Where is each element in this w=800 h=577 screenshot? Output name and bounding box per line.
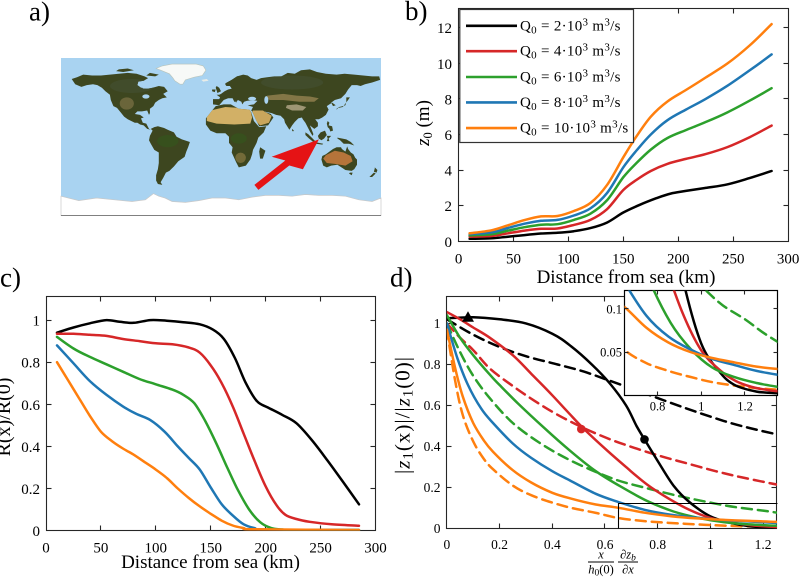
svg-text:0.6: 0.6	[21, 398, 40, 414]
svg-text:2: 2	[445, 199, 453, 215]
svg-text:Distance from sea (km): Distance from sea (km)	[537, 267, 716, 288]
svg-text:200: 200	[254, 541, 277, 557]
svg-text:100: 100	[557, 252, 580, 268]
svg-text:Q0 = 10·103 m3/s: Q0 = 10·103 m3/s	[520, 119, 629, 139]
svg-text:0.8: 0.8	[649, 537, 666, 552]
svg-text:150: 150	[612, 252, 635, 268]
svg-text:0.8: 0.8	[21, 356, 40, 372]
svg-text:8: 8	[445, 92, 453, 108]
svg-text:0.8: 0.8	[650, 400, 666, 414]
svg-text:50: 50	[506, 252, 521, 268]
svg-text:0: 0	[444, 537, 451, 552]
svg-text:50: 50	[93, 541, 108, 557]
svg-text:0.4: 0.4	[21, 440, 40, 456]
svg-text:1: 1	[707, 537, 714, 552]
svg-text:0.2: 0.2	[21, 482, 40, 498]
svg-text:Q0 = 6·103 m3/s: Q0 = 6·103 m3/s	[520, 68, 621, 88]
svg-text:0.2: 0.2	[424, 480, 441, 495]
svg-text:0.8: 0.8	[424, 357, 441, 372]
svg-text:Q0 = 4·103 m3/s: Q0 = 4·103 m3/s	[520, 42, 621, 62]
svg-text:10: 10	[437, 57, 452, 73]
svg-text:0.6: 0.6	[597, 537, 614, 552]
svg-text:1: 1	[434, 316, 441, 331]
svg-text:250: 250	[722, 252, 745, 268]
svg-text:1: 1	[698, 400, 704, 414]
svg-text:Q0 = 8·103 m3/s: Q0 = 8·103 m3/s	[520, 93, 621, 113]
svg-text:0.4: 0.4	[544, 537, 561, 552]
svg-text:1.2: 1.2	[737, 400, 753, 414]
svg-text:1.2: 1.2	[755, 537, 772, 552]
svg-text:1: 1	[33, 314, 41, 330]
svg-text:x: x	[597, 548, 604, 562]
svg-text:Distance from sea (km): Distance from sea (km)	[121, 552, 300, 573]
svg-text:0: 0	[445, 235, 453, 251]
svg-text:0.05: 0.05	[600, 346, 622, 360]
svg-text:Q0 = 2·103 m3/s: Q0 = 2·103 m3/s	[520, 16, 621, 36]
svg-text:0: 0	[455, 252, 463, 268]
svg-text:∂zb: ∂zb	[620, 548, 636, 564]
svg-text:300: 300	[777, 252, 800, 268]
svg-text:300: 300	[364, 541, 387, 557]
svg-text:6: 6	[445, 128, 453, 144]
svg-text:0: 0	[42, 541, 50, 557]
svg-text:b): b)	[405, 0, 428, 26]
svg-text:100: 100	[145, 541, 168, 557]
svg-text:z0 (m): z0 (m)	[413, 100, 435, 147]
svg-text:d): d)	[390, 263, 413, 293]
svg-text:a): a)	[29, 0, 50, 27]
svg-text:0.4: 0.4	[424, 439, 441, 454]
svg-text:0.6: 0.6	[424, 398, 441, 413]
svg-text:200: 200	[667, 252, 690, 268]
svg-text:∂x: ∂x	[622, 563, 634, 577]
svg-text:0: 0	[434, 521, 441, 536]
svg-text:150: 150	[199, 541, 222, 557]
svg-text:R(x)/R(0): R(x)/R(0)	[0, 378, 15, 457]
svg-text:250: 250	[309, 541, 332, 557]
svg-text:12: 12	[437, 21, 452, 37]
svg-text:0.1: 0.1	[606, 303, 622, 317]
svg-text:h0(0): h0(0)	[588, 563, 614, 577]
svg-text:0.2: 0.2	[491, 537, 508, 552]
svg-text:0: 0	[33, 524, 41, 540]
svg-text:c): c)	[0, 263, 21, 293]
svg-text:4: 4	[445, 164, 453, 180]
